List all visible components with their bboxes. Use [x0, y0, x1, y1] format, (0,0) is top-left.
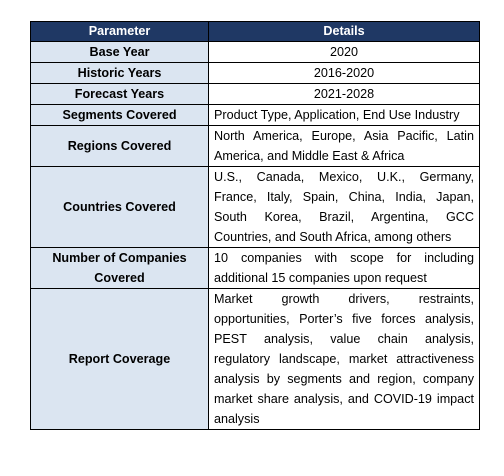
parameter-cell: Regions Covered [30, 125, 209, 167]
report-scope-table: Parameter Details Base Year 2020 Histori… [30, 21, 480, 430]
parameter-cell: Base Year [30, 41, 209, 63]
table-row-historic-years: Historic Years 2016-2020 [30, 62, 480, 84]
details-cell: 2016-2020 [208, 62, 480, 84]
details-cell: 10 companies with scope for including ad… [208, 247, 480, 289]
table-row-number-of-companies: Number of Companies Covered 10 companies… [30, 247, 480, 289]
table-header-row: Parameter Details [30, 21, 480, 42]
table-row-countries-covered: Countries Covered U.S., Canada, Mexico, … [30, 166, 480, 248]
details-cell: 2020 [208, 41, 480, 63]
parameter-cell: Number of Companies Covered [30, 247, 209, 289]
table-row-regions-covered: Regions Covered North America, Europe, A… [30, 125, 480, 167]
details-column-header: Details [208, 21, 480, 42]
parameter-cell: Report Coverage [30, 288, 209, 430]
table-row-forecast-years: Forecast Years 2021-2028 [30, 83, 480, 105]
parameter-column-header: Parameter [30, 21, 209, 42]
details-cell: U.S., Canada, Mexico, U.K., Germany, Fra… [208, 166, 480, 248]
parameter-cell: Historic Years [30, 62, 209, 84]
details-cell: North America, Europe, Asia Pacific, Lat… [208, 125, 480, 167]
table-row-report-coverage: Report Coverage Market growth drivers, r… [30, 288, 480, 430]
table-row-base-year: Base Year 2020 [30, 41, 480, 63]
parameter-cell: Forecast Years [30, 83, 209, 105]
table-row-segments-covered: Segments Covered Product Type, Applicati… [30, 104, 480, 126]
details-cell: 2021-2028 [208, 83, 480, 105]
details-cell: Market growth drivers, restraints, oppor… [208, 288, 480, 430]
parameter-cell: Segments Covered [30, 104, 209, 126]
details-cell: Product Type, Application, End Use Indus… [208, 104, 480, 126]
parameter-cell: Countries Covered [30, 166, 209, 248]
